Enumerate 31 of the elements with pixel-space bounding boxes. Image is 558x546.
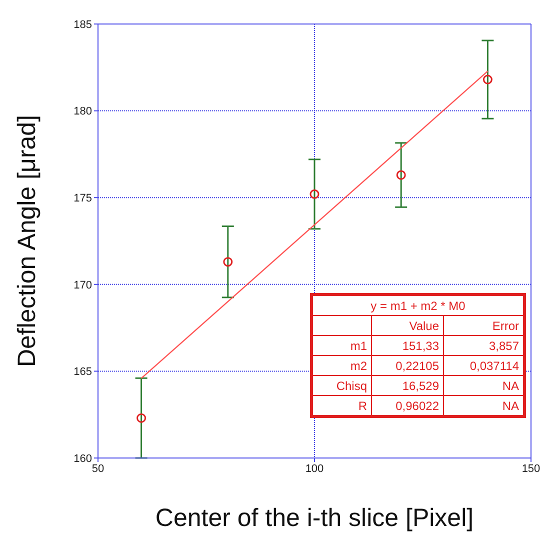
point [136,413,146,423]
x-tick-label: 50 [92,462,104,475]
y-tick-label: 165 [74,366,92,378]
y-axis-title: Deflection Angle [μrad] [12,114,41,368]
annotation: m1 [312,336,372,356]
annotation: NA [444,376,524,396]
annotation: y = m1 + m2 * M0 [312,296,524,316]
point [223,257,233,267]
point [482,74,492,84]
y-tick-label: 160 [74,452,92,465]
annotation: NA [444,396,524,416]
point [396,170,406,180]
x-axis-title: Center of the i-th slice [Pixel] [155,504,474,532]
annotation: Chisq [312,376,372,396]
y-tick-label: 180 [74,106,92,118]
x-tick-label: 150 [522,462,540,475]
annotation: 16,529 [372,376,444,396]
annotation: 3,857 [444,336,524,356]
y-tick-label: 175 [74,192,92,205]
x-tick-label: 100 [305,462,324,475]
annotation: 0,96022 [372,396,444,416]
annotation: 151,33 [372,336,444,356]
annotation: 0,037114 [444,356,524,376]
annotation: m2 [312,356,372,376]
annotation: R [312,396,372,416]
annotation: 0,22105 [372,356,444,376]
y-tick-label: 185 [74,18,92,31]
y-tick-label: 170 [74,279,92,292]
annotation: Error [444,316,524,336]
annotation: Value [372,316,444,336]
point [310,189,320,199]
